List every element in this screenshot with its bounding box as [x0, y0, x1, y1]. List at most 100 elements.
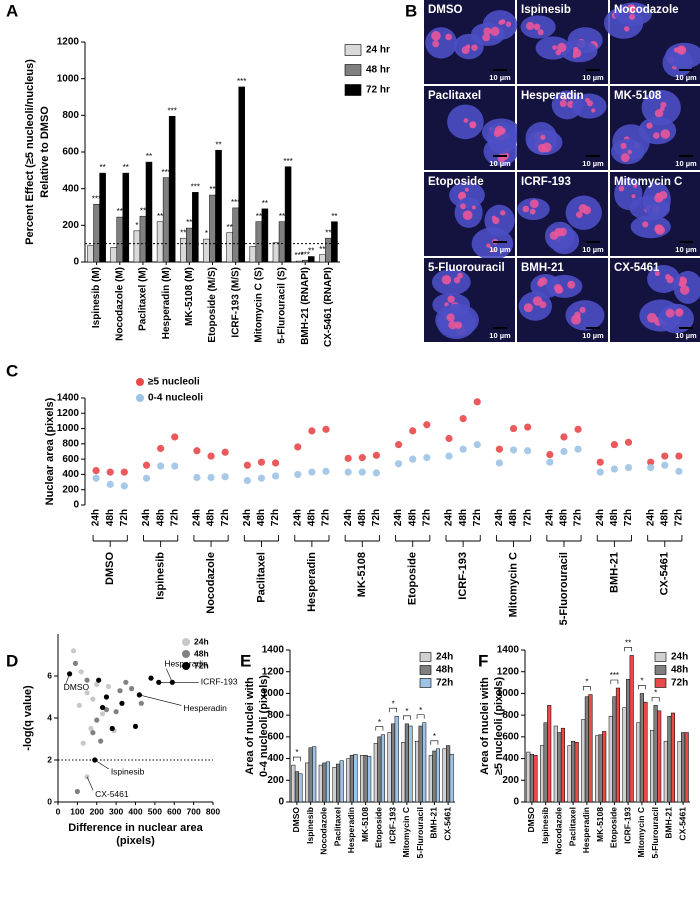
- x-tick-label: Paclitaxel (M): [138, 267, 149, 331]
- x-tick-label: Nocodazole (M): [114, 267, 125, 341]
- nucleolus: [654, 271, 660, 277]
- dot: [459, 415, 467, 423]
- tile-label: DMSO: [428, 4, 463, 16]
- point: [80, 740, 86, 746]
- panel-letter: B: [405, 1, 417, 20]
- significance-label: ***: [237, 77, 246, 86]
- nucleolus: [486, 243, 491, 248]
- legend-label: 48h: [436, 665, 453, 676]
- y-tick-label: 200: [502, 775, 519, 786]
- bar: [629, 655, 634, 803]
- bar: [168, 116, 176, 263]
- significance-label: **: [227, 223, 233, 232]
- dot: [445, 452, 453, 460]
- nucleolus: [523, 303, 533, 313]
- nucleolus: [631, 194, 636, 199]
- y-axis-label: ≥5 nucleoli (pixels): [493, 676, 505, 775]
- scale-label: 10 µm: [489, 159, 511, 168]
- y-tick-label: 1400: [57, 393, 80, 404]
- nucleolus: [462, 210, 473, 221]
- significance-label: *: [654, 688, 657, 697]
- dot: [142, 461, 151, 469]
- bar: [663, 740, 668, 803]
- group-label: CX-5461: [659, 552, 671, 595]
- x-tick-label: 24h: [544, 509, 555, 526]
- bar: [145, 161, 153, 263]
- x-tick-label: BMH-21: [664, 807, 674, 839]
- annotation-pointer: [166, 668, 173, 683]
- bar: [110, 247, 118, 263]
- dot: [409, 455, 417, 463]
- y-tick-label: 600: [502, 731, 519, 742]
- significance-bracket: [389, 707, 397, 713]
- bar: [295, 260, 303, 263]
- group-bracket: [445, 535, 481, 547]
- y-tick-label: 1400: [262, 645, 285, 656]
- x-tick-label: Mitomycin C (S): [254, 267, 265, 343]
- scale-label: 10 µm: [489, 245, 511, 254]
- bar: [93, 204, 100, 263]
- y-tick-label: 1400: [497, 645, 520, 656]
- x-tick-label: MK-5108: [595, 807, 605, 842]
- legend-label: 48h: [671, 665, 688, 676]
- dot: [358, 454, 366, 462]
- x-tick-label: BMH-21 (RNAPI): [300, 267, 311, 345]
- bar: [139, 215, 147, 263]
- dot: [322, 467, 330, 475]
- point: [117, 688, 123, 694]
- x-tick-label: 24h: [192, 509, 203, 526]
- bar: [99, 172, 106, 263]
- legend-label: 24h: [671, 652, 688, 663]
- x-tick-label: MK-5108 (M): [184, 267, 195, 326]
- significance-label: *: [205, 229, 208, 238]
- annotation: DMSO: [64, 682, 90, 692]
- nucleolus: [533, 23, 541, 31]
- nucleolus: [505, 21, 512, 27]
- nucleolus: [591, 108, 596, 113]
- y-tick-label: 6: [47, 670, 52, 680]
- nucleus: [546, 274, 583, 298]
- dot: [193, 447, 201, 455]
- nucleus: [565, 300, 605, 331]
- dot: [106, 480, 114, 488]
- tile-label: ICRF-193: [521, 176, 571, 188]
- bar: [291, 764, 296, 803]
- bar: [428, 755, 433, 803]
- annotation-pointer: [86, 776, 94, 791]
- bar: [122, 172, 130, 263]
- panel-letter: C: [6, 361, 18, 380]
- x-tick-label: 48h: [659, 509, 670, 526]
- significance-label: ***: [231, 198, 240, 207]
- significance-label: ***: [301, 250, 310, 259]
- legend-swatch: [182, 650, 190, 658]
- point: [96, 677, 102, 683]
- dot: [294, 470, 302, 479]
- nucleolus: [483, 27, 492, 36]
- nucleolus: [532, 296, 543, 306]
- dot: [394, 441, 403, 449]
- y-tick-label: 1200: [497, 666, 520, 677]
- y-tick-label: 4: [47, 712, 52, 722]
- x-tick-label: Hesperadin: [581, 807, 591, 853]
- dot: [596, 468, 604, 476]
- dot: [574, 445, 582, 453]
- significance-label: *: [135, 221, 138, 230]
- legend-swatch: [654, 665, 667, 675]
- x-tick-label: 24h: [141, 509, 152, 526]
- dot: [308, 427, 316, 435]
- x-tick-label: 24h: [91, 509, 102, 526]
- legend-label: 0-4 nucleoli: [148, 393, 203, 404]
- dot: [524, 447, 532, 455]
- nucleolus: [448, 320, 457, 330]
- significance-label: **: [308, 247, 314, 256]
- dot: [243, 476, 251, 485]
- point: [103, 694, 110, 700]
- significance-label: *: [419, 706, 422, 715]
- point: [88, 725, 94, 732]
- nucleolus: [627, 4, 636, 13]
- legend-swatch: [419, 665, 432, 675]
- dot: [271, 472, 280, 480]
- bar: [318, 764, 323, 803]
- annotation: CX-5461: [95, 789, 129, 799]
- annotation-pointer: [139, 694, 182, 706]
